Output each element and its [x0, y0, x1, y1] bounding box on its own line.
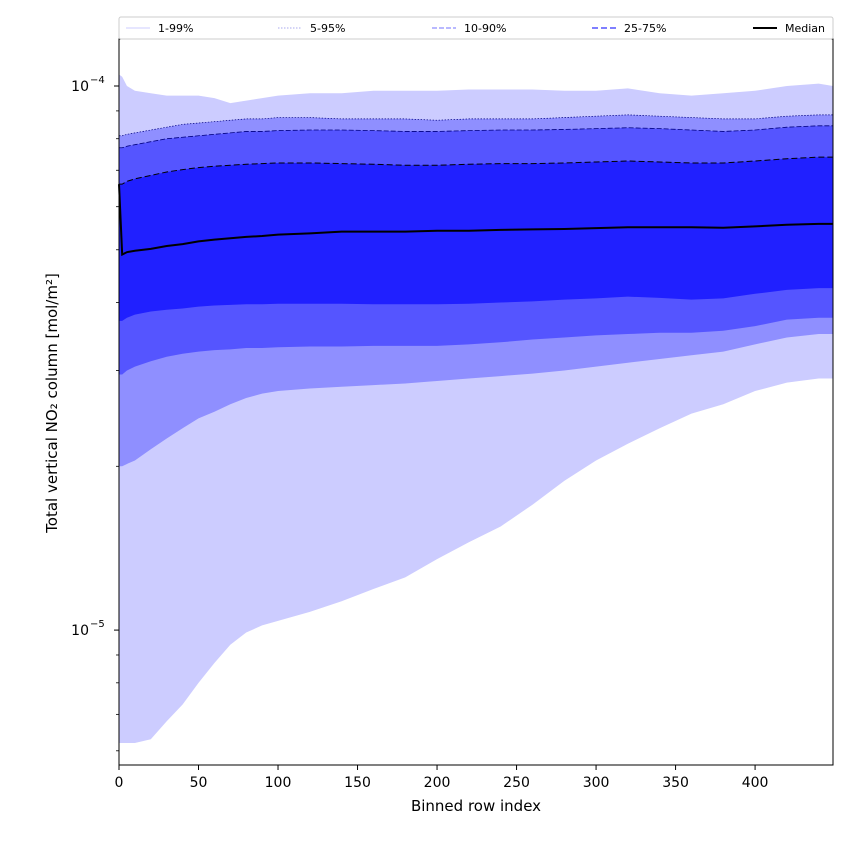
x-tick-label: 150 [344, 775, 371, 791]
y-tick-label: 10 [71, 623, 89, 639]
y-axis-label: Total vertical NO₂ column [mol/m²] [43, 273, 61, 534]
legend-label-25-75: 25-75% [624, 22, 666, 35]
band-upper-line-25-75 [119, 156, 833, 185]
x-tick-label: 100 [265, 775, 292, 791]
legend-label-5-95: 5-95% [310, 22, 345, 35]
x-axis: 0 50 100 150 200 250 300 350 400 [115, 765, 769, 791]
percentile-bands [119, 74, 833, 744]
band-25-75 [119, 157, 833, 321]
x-tick-label: 200 [424, 775, 451, 791]
y-tick-exponent: −5 [90, 619, 105, 630]
legend: 1-99% 5-95% 10-90% 25-75% Median [118, 16, 834, 40]
x-tick-label: 50 [190, 775, 208, 791]
x-tick-label: 300 [583, 775, 610, 791]
legend-label-1-99: 1-99% [158, 22, 193, 35]
band-upper-line-10-90 [119, 125, 833, 149]
y-axis: 10−510−4 [71, 75, 119, 752]
legend-frame [118, 16, 834, 40]
x-tick-label: 400 [742, 775, 769, 791]
x-tick-label: 250 [503, 775, 530, 791]
x-tick-label: 0 [115, 775, 124, 791]
band-upper-line-5-95 [119, 114, 833, 137]
legend-label-median: Median [785, 22, 825, 35]
x-tick-label: 350 [662, 775, 689, 791]
y-tick-exponent: −4 [90, 75, 105, 86]
y-tick-label: 10 [71, 79, 89, 95]
median-layer [118, 184, 833, 257]
legend-label-10-90: 10-90% [464, 22, 506, 35]
median-line [118, 184, 833, 257]
x-axis-label: Binned row index [411, 797, 541, 815]
